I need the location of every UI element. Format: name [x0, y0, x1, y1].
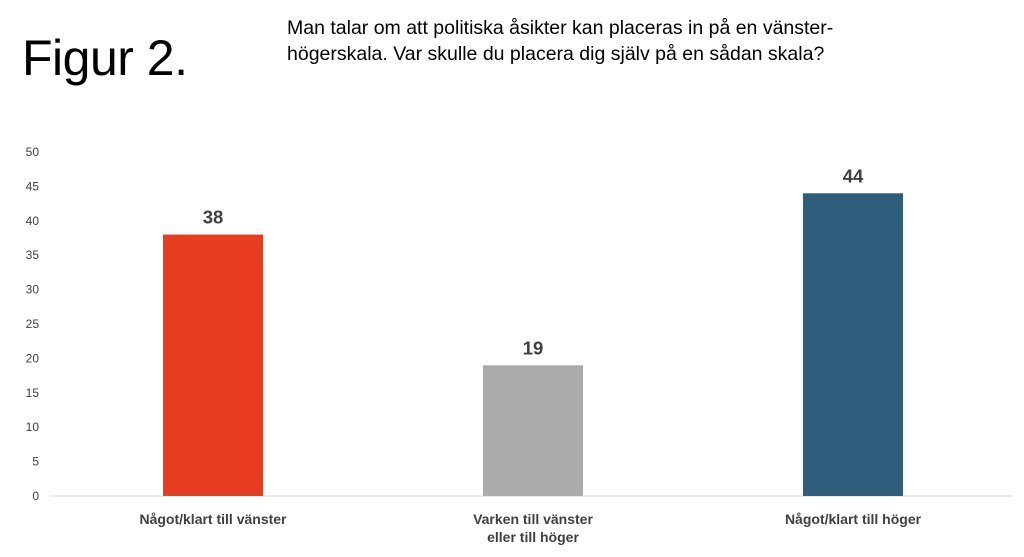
y-tick-label: 45	[26, 179, 40, 193]
y-tick-label: 10	[26, 420, 40, 434]
category-label: Varken till vänster	[473, 511, 593, 527]
bar	[483, 365, 583, 496]
y-tick-label: 40	[26, 214, 40, 228]
data-label: 19	[523, 337, 544, 358]
category-label: eller till höger	[487, 529, 579, 545]
y-tick-label: 20	[26, 351, 40, 365]
category-label: Något/klart till höger	[785, 511, 922, 527]
figure-label: Figur 2.	[22, 30, 188, 86]
data-label: 38	[203, 207, 224, 228]
y-tick-label: 15	[26, 386, 40, 400]
y-tick-label: 30	[26, 283, 40, 297]
chart-question: Man talar om att politiska åsikter kan p…	[287, 17, 834, 65]
data-label: 44	[843, 165, 864, 186]
y-tick-label: 5	[32, 455, 39, 469]
bar	[803, 193, 903, 496]
y-tick-label: 25	[26, 317, 40, 331]
category-label: Något/klart till vänster	[139, 511, 287, 527]
y-tick-label: 0	[32, 489, 39, 503]
bar	[163, 234, 263, 496]
y-tick-label: 50	[26, 145, 40, 159]
y-tick-label: 35	[26, 248, 40, 262]
